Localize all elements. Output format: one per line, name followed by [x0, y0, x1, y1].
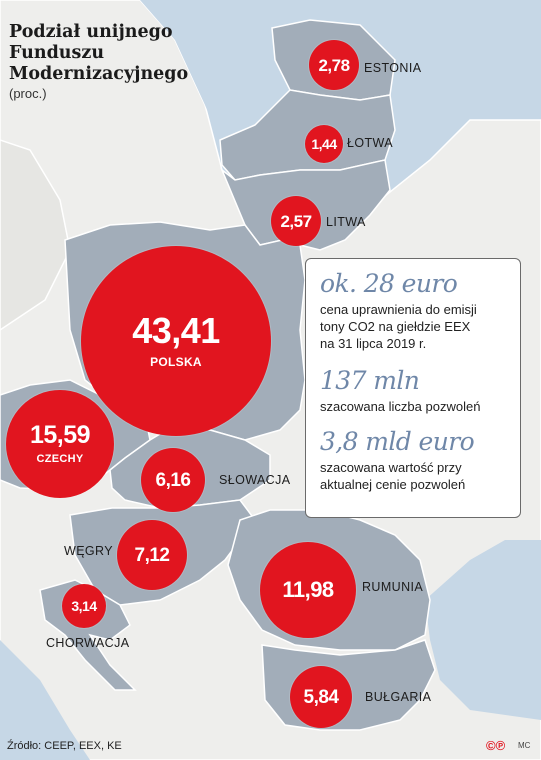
price-description: cena uprawnienia do emisji tony CO2 na g… [320, 301, 520, 352]
black-sea [425, 540, 541, 720]
value-desc-line-2: aktualnej cenie pozwoleń [320, 477, 466, 492]
map-title: Podział unijnego Funduszu Modernizacyjne… [9, 22, 188, 85]
name-czechia: CZECHY [36, 453, 84, 465]
label-slovakia: SŁOWACJA [219, 473, 291, 487]
label-hungary: WĘGRY [64, 544, 113, 558]
price-desc-line-3: na 31 lipca 2019 r. [320, 336, 427, 351]
price-desc-line-2: tony CO2 na giełdzie EEX [320, 319, 471, 334]
value-desc-line-1: szacowana wartość przy [320, 460, 462, 475]
value-bulgaria: 5,84 [303, 686, 339, 708]
land-west [0, 139, 71, 331]
permits-description: szacowana liczba pozwoleń [320, 399, 481, 414]
value-latvia: 1,44 [311, 136, 337, 152]
permits-figure: 137 mln [320, 366, 420, 395]
value-croatia: 3,14 [71, 598, 97, 614]
bubble-slovakia: 6,16 [141, 448, 205, 512]
bubble-croatia: 3,14 [62, 584, 106, 628]
value-description: szacowana wartość przy aktualnej cenie p… [320, 459, 520, 493]
value-romania: 11,98 [282, 577, 334, 602]
price-desc-line-1: cena uprawnienia do emisji [320, 302, 477, 317]
value-hungary: 7,12 [134, 544, 170, 566]
title-line-3: Modernizacyjnego [9, 64, 189, 84]
price-figure: ok. 28 euro [320, 269, 458, 298]
bubble-romania: 11,98 [260, 542, 356, 638]
bubble-latvia: 1,44 [305, 125, 343, 163]
value-poland: 43,41 [132, 310, 220, 351]
name-poland: POLSKA [150, 355, 202, 369]
label-estonia: ESTONIA [364, 61, 422, 75]
baltic-sea [140, 0, 290, 140]
label-bulgaria: BUŁGARIA [365, 690, 432, 704]
value-estonia: 2,78 [318, 55, 350, 75]
unit-label: (proc.) [9, 86, 47, 101]
label-latvia: ŁOTWA [347, 136, 393, 150]
value-slovakia: 6,16 [155, 469, 191, 491]
value-lithuania: 2,57 [280, 211, 312, 231]
bubble-bulgaria: 5,84 [290, 666, 352, 728]
bubble-estonia: 2,78 [309, 40, 359, 90]
info-box: ok. 28 euro cena uprawnienia do emisji t… [305, 258, 521, 518]
author-initials: MC [518, 741, 531, 750]
value-figure: 3,8 mld euro [320, 427, 475, 456]
value-czechia: 15,59 [29, 421, 91, 449]
bubble-hungary: 7,12 [117, 520, 187, 590]
source-note: Źródło: CEEP, EEX, KE [7, 740, 122, 752]
label-lithuania: LITWA [326, 215, 366, 229]
bubble-czechia: 15,59 CZECHY [6, 390, 114, 498]
label-croatia: CHORWACJA [46, 636, 130, 650]
publisher-logo: ©℗ [486, 738, 506, 753]
title-line-1: Podział unijnego [9, 22, 173, 42]
title-line-2: Funduszu [9, 43, 105, 63]
label-romania: RUMUNIA [362, 580, 424, 594]
bubble-lithuania: 2,57 [271, 196, 321, 246]
adriatic-sea [0, 640, 90, 760]
bubble-poland: 43,41 POLSKA [81, 246, 271, 436]
